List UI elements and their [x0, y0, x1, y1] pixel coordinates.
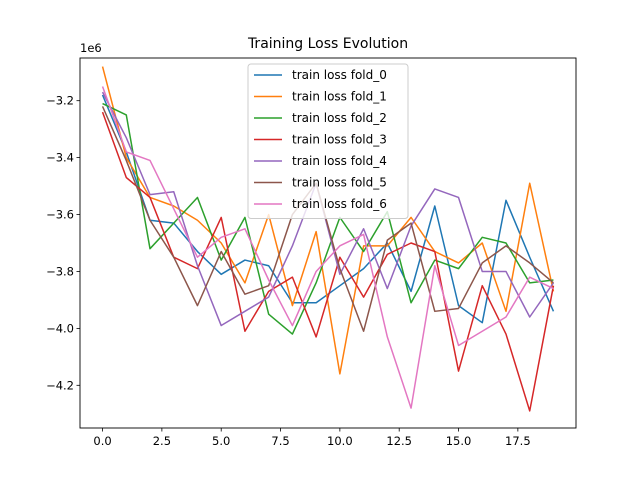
y-tick-label: −3.8 [46, 264, 74, 278]
y-offset-label: 1e6 [80, 41, 102, 55]
legend-entry-label: train loss fold_6 [292, 197, 387, 211]
x-tick-label: 17.5 [505, 434, 531, 448]
x-tick-label: 0.0 [93, 434, 111, 448]
y-tick-label: −3.4 [46, 151, 74, 165]
x-tick-label: 5.0 [212, 434, 230, 448]
x-tick-label: 2.5 [153, 434, 171, 448]
legend-entry-label: train loss fold_5 [292, 176, 387, 190]
series-line-fold-0 [101, 94, 555, 324]
x-tick-label: 7.5 [271, 434, 289, 448]
y-tick-label: −3.2 [46, 94, 74, 108]
y-axis: −3.2 −3.4 −3.6 −3.8 −4.0 −4.2 [46, 94, 80, 392]
y-tick-label: −4.2 [46, 378, 74, 392]
series-line-fold-1 [101, 66, 555, 375]
legend-entry-label: train loss fold_1 [292, 90, 387, 104]
y-tick-label: −4.0 [46, 321, 74, 335]
y-tick-label: −3.6 [46, 208, 74, 222]
legend-entry-label: train loss fold_2 [292, 111, 387, 125]
axes-frame [79, 57, 577, 429]
series-layer [101, 66, 555, 412]
x-tick-label: 12.5 [386, 434, 412, 448]
series-line-fold-2 [102, 102, 554, 335]
series-line-fold-4 [101, 91, 555, 327]
legend-entry-label: train loss fold_3 [292, 133, 387, 147]
x-axis: 0.0 2.5 5.0 7.5 10.0 12.5 15.0 17.5 [93, 428, 531, 448]
x-tick-label: 10.0 [327, 434, 353, 448]
series-line-fold-5 [101, 106, 554, 332]
x-tick-label: 15.0 [446, 434, 472, 448]
series-line-fold-6 [101, 86, 554, 409]
chart-title: Training Loss Evolution [247, 36, 408, 52]
plot-area [79, 57, 577, 429]
legend-entry-label: train loss fold_4 [292, 154, 387, 168]
legend-box [247, 63, 409, 219]
series-line-fold-3 [101, 111, 555, 412]
legend-entry-label: train loss fold_0 [292, 68, 387, 82]
